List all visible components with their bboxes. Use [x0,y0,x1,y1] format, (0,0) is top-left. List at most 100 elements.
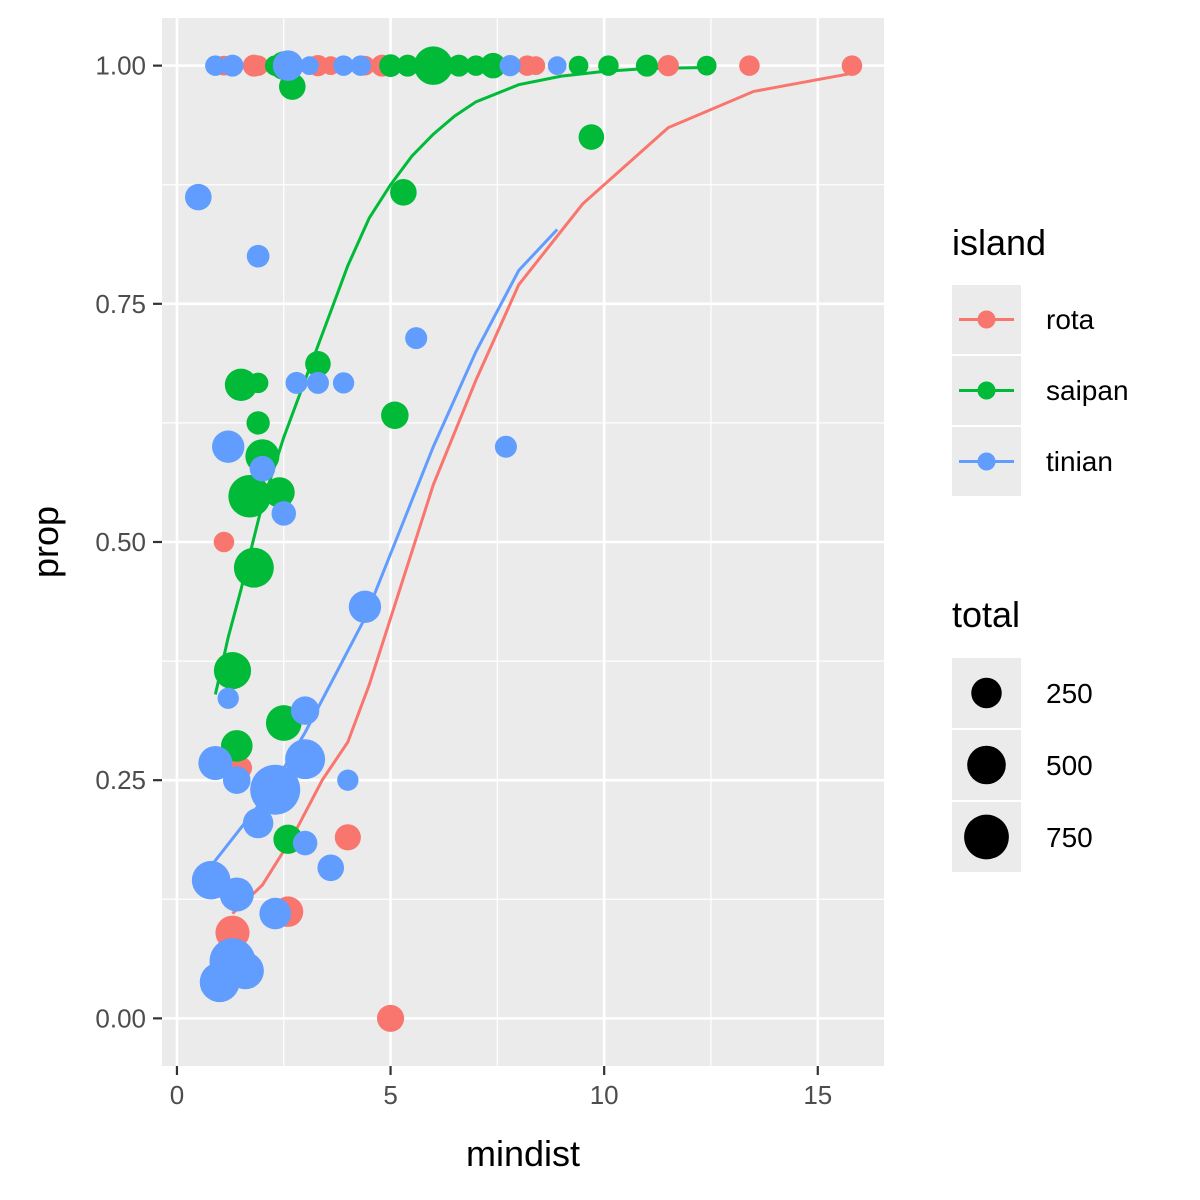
data-point-rota [739,55,760,76]
legend-label: saipan [1046,375,1129,406]
legend-size-point [964,814,1009,860]
data-point-saipan [390,179,417,206]
data-point-tinian [242,807,274,839]
data-point-tinian [332,372,355,394]
data-point-saipan [228,475,271,518]
data-point-tinian [219,877,254,912]
data-point-saipan [447,54,470,77]
legend-color-title: island [952,222,1046,263]
data-point-saipan [233,547,274,588]
legend-size-point [967,745,1006,785]
y-tick-label: 0.50 [95,527,146,557]
trend-line-rota [231,71,853,915]
data-point-tinian [250,764,301,815]
series-tinian [185,50,567,1003]
data-point-tinian [499,54,521,77]
x-tick-label: 5 [383,1080,397,1110]
legend-label: 750 [1046,822,1093,853]
y-tick-label: 0.75 [95,289,146,319]
data-point-tinian [317,854,345,882]
y-axis: 0.00 0.25 0.50 0.75 1.00 [95,51,162,1033]
data-point-saipan [224,368,258,401]
data-point-tinian [185,183,212,211]
legend-item-tinian: tinian [952,427,1113,496]
x-tick-label: 10 [590,1080,619,1110]
data-point-saipan [246,411,270,435]
data-point-saipan [396,54,419,77]
legend-size-item: 250 [952,658,1093,728]
data-point-saipan [264,477,295,508]
legend-size-title: total [952,594,1020,635]
data-point-tinian [285,739,326,780]
data-point-saipan [247,372,269,394]
data-point-tinian [285,371,308,394]
data-point-tinian [337,769,359,791]
data-point-tinian [306,371,329,394]
legend-item-saipan: saipan [952,356,1129,425]
data-point-saipan [379,54,402,77]
data-point-rota [247,55,269,76]
data-point-saipan [568,55,589,76]
data-point-saipan [635,54,658,77]
data-point-rota [334,824,361,851]
data-point-saipan [213,652,252,690]
legend-label: 250 [1046,678,1093,709]
legend-size-keys: 250 500 750 [952,658,1093,872]
data-point-tinian [226,952,264,990]
x-tick-label: 15 [803,1080,832,1110]
data-point-saipan [480,52,506,79]
data-point-rota [377,1004,405,1032]
y-tick-label: 1.00 [95,51,146,81]
legend-size-item: 500 [952,730,1093,800]
data-point-tinian [205,55,226,76]
data-point-tinian [212,430,245,463]
data-point-tinian [246,244,270,268]
legend-label: 500 [1046,750,1093,781]
data-point-tinian [350,55,371,76]
legend-size-item: 750 [952,802,1093,872]
data-point-saipan [305,351,331,377]
data-point-rota [213,531,235,553]
legend-color-keys: rota saipan tinian [952,285,1129,496]
legend-label: rota [1046,304,1095,335]
data-point-rota [657,54,679,77]
legend-key-point [977,381,996,400]
legend-size-point [971,677,1002,709]
data-point-tinian [292,830,318,856]
y-axis-title: prop [25,506,66,578]
x-tick-label: 0 [170,1080,184,1110]
legend-key-point [977,452,996,471]
data-point-saipan [465,55,487,76]
data-point-tinian [271,501,297,526]
data-point-saipan [381,401,409,430]
data-point-tinian [299,56,319,76]
data-point-tinian [290,696,320,725]
y-tick-label: 0.00 [95,1003,146,1033]
data-points [185,46,863,1032]
legend-key-point [977,310,996,329]
data-point-tinian [348,590,382,623]
data-point-tinian [198,745,233,781]
x-axis-title: mindist [466,1133,580,1174]
data-point-saipan [578,124,605,150]
data-point-saipan [413,46,453,85]
data-point-tinian [221,54,244,77]
data-point-tinian [333,55,354,76]
data-point-saipan [598,55,619,76]
x-axis: 0 5 10 15 [170,1066,832,1110]
data-point-rota [526,56,546,76]
data-point-tinian [547,56,567,76]
data-point-tinian [494,435,517,458]
legend-item-rota: rota [952,285,1095,354]
data-point-tinian [222,766,251,794]
legend-label: tinian [1046,446,1113,477]
data-point-tinian [217,687,239,709]
data-point-tinian [405,327,428,350]
y-tick-label: 0.25 [95,765,146,795]
data-point-saipan [696,55,717,76]
data-point-tinian [272,50,304,81]
legend: island rota saipan tinian total 250 500 750 [952,222,1129,872]
data-point-rota [841,55,863,76]
data-point-tinian [249,455,276,482]
